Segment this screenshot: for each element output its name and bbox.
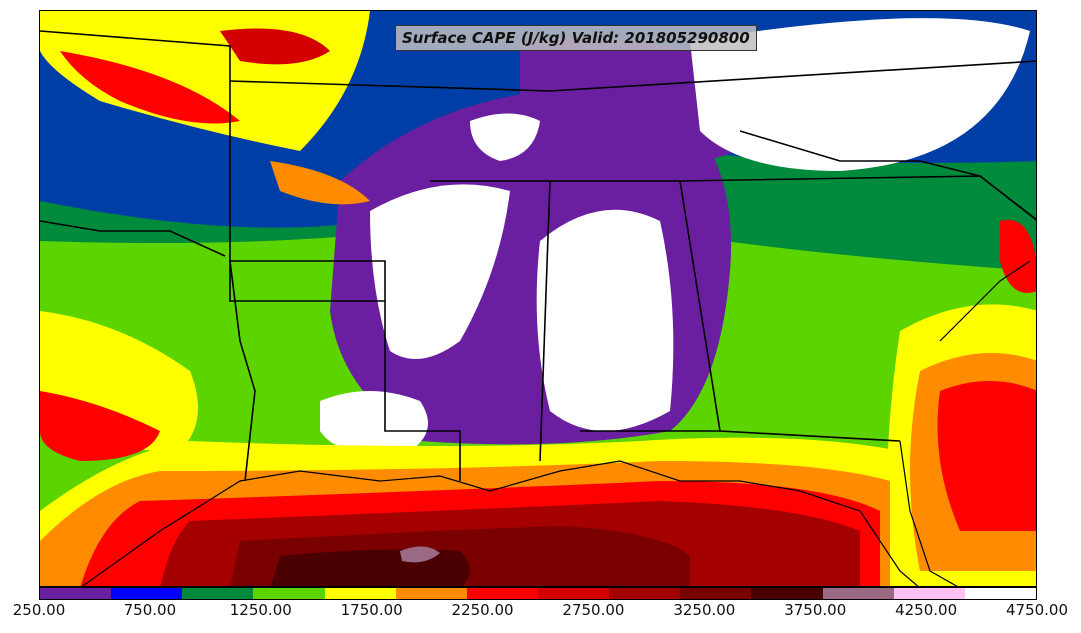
colorbar-segment (609, 588, 681, 599)
state-boundaries (40, 30, 1036, 482)
field-orange-nw (270, 161, 370, 205)
colorbar-segment (40, 588, 112, 599)
colorbar-segment (964, 588, 1036, 599)
colorbar-tick-label: 250.00 (12, 601, 66, 619)
cape-map: Surface CAPE (J/kg) Valid: 201805290800 (39, 10, 1037, 587)
field-white-west (370, 184, 510, 359)
colorbar-segment (822, 588, 894, 599)
colorbar-tick-label: 1250.00 (229, 601, 292, 619)
colorbar-tick-label: 3750.00 (784, 601, 847, 619)
colorbar-segment (395, 588, 467, 599)
colorbar (39, 587, 1037, 600)
colorbar-tick-label: 750.00 (123, 601, 177, 619)
field-white-south (320, 391, 428, 454)
field-red-east (937, 381, 1036, 531)
field-deepmaroon-gulf (270, 549, 470, 586)
colorbar-tick-label: 1750.00 (340, 601, 403, 619)
colorbar-segment (537, 588, 610, 599)
cape-field-plot (40, 11, 1036, 586)
colorbar-segment (466, 588, 538, 599)
colorbar-tick-label: 4250.00 (895, 601, 958, 619)
colorbar-segment (253, 588, 325, 599)
colorbar-segment (680, 588, 752, 599)
colorbar-segment (182, 588, 254, 599)
colorbar-tick-label: 3250.00 (673, 601, 736, 619)
colorbar-tick-label: 2750.00 (562, 601, 625, 619)
field-red-nw2 (220, 28, 330, 65)
field-mauve-gulf (400, 546, 440, 563)
colorbar-segment (751, 588, 823, 599)
field-white-ne (470, 113, 540, 161)
colorbar-segment (324, 588, 396, 599)
field-white-north (690, 18, 1030, 172)
colorbar-tick-labels: 250.00 750.00 1250.00 1750.00 2250.00 2750.00… (0, 601, 1081, 623)
field-red-west (40, 391, 160, 461)
map-title: Surface CAPE (J/kg) Valid: 201805290800 (395, 25, 757, 51)
colorbar-segment (893, 588, 965, 599)
coastlines (81, 260, 1031, 586)
colorbar-segment (111, 588, 183, 599)
colorbar-tick-label: 4750.00 (1005, 601, 1069, 619)
colorbar-tick-label: 2250.00 (451, 601, 514, 619)
field-white-center (536, 209, 674, 431)
field-red-nw (60, 51, 240, 124)
